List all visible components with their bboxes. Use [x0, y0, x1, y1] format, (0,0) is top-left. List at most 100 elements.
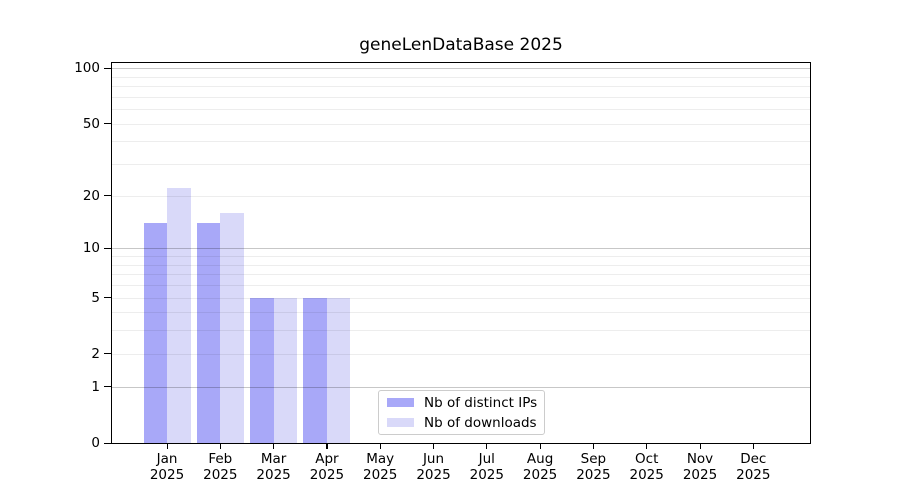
gridline-major	[112, 387, 810, 388]
y-tick-mark	[104, 195, 111, 197]
gridline-minor	[112, 274, 810, 275]
y-tick-mark	[104, 297, 111, 299]
legend-item-distinct-ips: Nb of distinct IPs	[387, 395, 544, 411]
x-tick-label: Dec 2025	[725, 451, 781, 483]
gridline-minor	[112, 86, 810, 87]
x-tick-month: Aug	[526, 451, 554, 467]
x-tick-year: 2025	[149, 466, 185, 483]
gridline-minor	[112, 298, 810, 299]
bar-downloads	[273, 297, 298, 443]
x-tick-year: 2025	[576, 466, 611, 483]
x-tick-month: Feb	[208, 451, 233, 467]
x-tick-mark	[433, 444, 435, 449]
x-tick-year: 2025	[256, 466, 291, 483]
legend-swatch-downloads	[387, 418, 414, 427]
y-tick-label: 50	[82, 115, 100, 132]
x-tick-label: May 2025	[352, 451, 408, 483]
x-tick-month: Jul	[478, 451, 495, 467]
legend-label-distinct-ips: Nb of distinct IPs	[424, 394, 538, 411]
x-tick-year: 2025	[629, 466, 664, 483]
x-tick-label: Mar 2025	[246, 451, 302, 483]
y-tick-label: 100	[74, 60, 100, 77]
gridline-minor	[112, 196, 810, 197]
gridline-minor	[112, 312, 810, 313]
x-tick-mark	[592, 444, 595, 449]
y-tick-mark	[104, 353, 111, 355]
x-tick-month: Mar	[260, 451, 287, 467]
y-tick-label: 1	[91, 378, 100, 395]
bar-downloads	[220, 212, 244, 443]
gridline-major	[112, 68, 810, 69]
x-tick-mark	[699, 444, 701, 449]
x-tick-mark	[486, 444, 488, 449]
x-tick-label: Sep 2025	[565, 451, 621, 483]
x-tick-label: Nov 2025	[672, 451, 728, 483]
x-tick-year: 2025	[309, 466, 345, 483]
legend-label-downloads: Nb of downloads	[424, 414, 537, 431]
legend: Nb of distinct IPs Nb of downloads	[378, 390, 545, 435]
x-tick-label: Feb 2025	[192, 451, 248, 483]
x-tick-label: Oct 2025	[619, 451, 675, 483]
gridline-minor	[112, 77, 810, 78]
legend-swatch-distinct-ips	[387, 398, 414, 407]
gridline-minor	[112, 354, 810, 355]
y-tick-mark	[104, 247, 111, 249]
gridline-minor	[112, 330, 810, 331]
y-tick-mark	[104, 67, 111, 69]
bar-distinct-ips	[196, 223, 221, 443]
x-tick-mark	[219, 444, 221, 449]
bar-distinct-ips	[250, 297, 274, 443]
gridline-minor	[112, 124, 810, 125]
x-tick-month: Sep	[580, 451, 607, 467]
gridline-minor	[112, 97, 810, 98]
gridline-minor	[112, 141, 810, 142]
x-tick-mark	[166, 444, 168, 449]
x-tick-year: 2025	[416, 466, 451, 483]
x-tick-label: Aug 2025	[512, 451, 568, 483]
x-tick-label: Jun 2025	[406, 451, 462, 483]
x-tick-month: Apr	[315, 451, 339, 467]
legend-item-downloads: Nb of downloads	[387, 415, 544, 431]
y-tick-label: 2	[91, 345, 100, 362]
x-tick-label: Jan 2025	[139, 451, 195, 483]
x-tick-month: Oct	[635, 451, 659, 467]
x-tick-mark	[539, 444, 541, 449]
y-tick-label: 0	[91, 435, 100, 451]
x-tick-year: 2025	[522, 466, 558, 483]
gridline-minor	[112, 164, 810, 165]
x-tick-month: Jun	[422, 451, 445, 467]
bar-downloads	[326, 297, 351, 443]
x-tick-year: 2025	[363, 466, 398, 483]
gridline-minor	[112, 256, 810, 257]
gridline-minor	[112, 285, 810, 286]
x-tick-month: Dec	[740, 451, 767, 467]
x-tick-year: 2025	[682, 466, 718, 483]
y-tick-mark	[104, 386, 111, 388]
gridline-minor	[112, 265, 810, 266]
gridline-minor	[112, 109, 810, 110]
x-tick-month: Nov	[686, 451, 714, 467]
y-tick-label: 20	[82, 187, 100, 204]
bar-downloads	[167, 188, 191, 443]
y-tick-mark	[104, 123, 111, 125]
x-tick-year: 2025	[203, 466, 238, 483]
bar-distinct-ips	[303, 297, 327, 443]
x-tick-month: May	[366, 451, 395, 467]
x-tick-month: Jan	[156, 451, 178, 467]
x-tick-label: Apr 2025	[299, 451, 355, 483]
x-tick-mark	[273, 444, 275, 449]
chart-title: geneLenDataBase 2025	[359, 35, 563, 55]
x-tick-year: 2025	[469, 466, 504, 483]
x-tick-year: 2025	[736, 466, 771, 483]
x-tick-mark	[379, 444, 381, 449]
gridline-major	[112, 248, 810, 249]
y-tick-label: 5	[91, 289, 100, 306]
x-tick-mark	[646, 444, 648, 449]
y-tick-label: 10	[82, 240, 100, 257]
y-tick-mark	[104, 442, 111, 444]
bar-distinct-ips	[143, 223, 167, 443]
x-tick-mark	[326, 444, 328, 449]
x-tick-mark	[752, 444, 754, 449]
x-tick-label: Jul 2025	[459, 451, 515, 483]
